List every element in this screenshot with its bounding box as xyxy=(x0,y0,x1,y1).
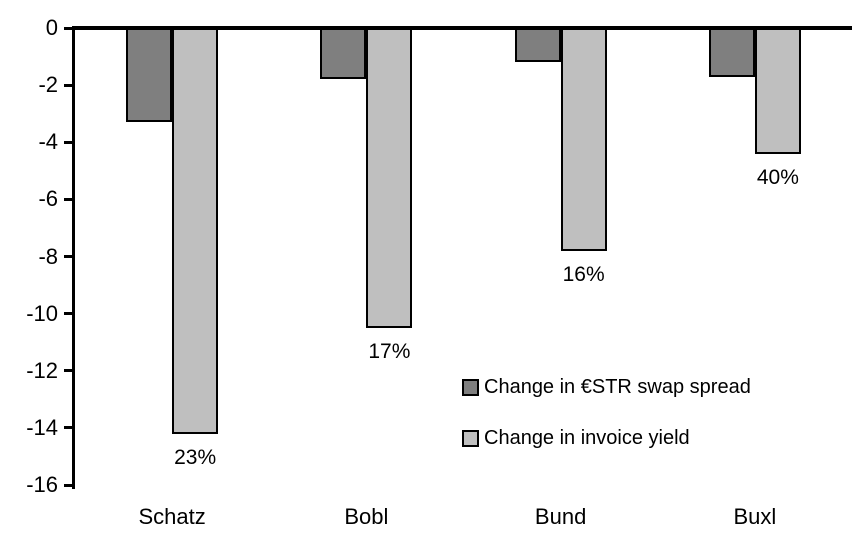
bar-invoice-yield-schatz xyxy=(172,28,219,434)
legend-marker-swap-spread xyxy=(462,378,479,396)
legend-marker-invoice-yield xyxy=(462,429,479,447)
x-category-label-bobl: Bobl xyxy=(344,504,389,529)
y-tick-mark xyxy=(64,140,75,144)
legend-label-swap-spread: Change in €STR swap spread xyxy=(484,376,751,398)
bar-invoice-yield-bobl xyxy=(366,28,413,328)
legend-label-invoice-yield: Change in invoice yield xyxy=(484,427,690,449)
y-tick-mark xyxy=(64,26,75,30)
bar-invoice-yield-buxl xyxy=(754,28,801,154)
x-category-label-buxl: Buxl xyxy=(733,504,777,529)
bar-swap-spread-buxl xyxy=(708,28,755,77)
y-tick-label: -16 xyxy=(26,472,58,497)
y-tick-mark xyxy=(64,369,75,373)
y-tick-label: -10 xyxy=(26,300,58,326)
x-category-label-bund: Bund xyxy=(534,504,587,529)
y-tick-label: -4 xyxy=(38,129,58,155)
y-tick-mark xyxy=(64,483,75,487)
y-tick-mark xyxy=(64,255,75,258)
bar-invoice-yield-bund xyxy=(560,28,607,251)
bar-value-label-schatz: 23% xyxy=(174,445,217,469)
bar-swap-spread-bobl xyxy=(320,28,367,80)
y-tick-label: 0 xyxy=(45,15,58,40)
y-tick-label: -8 xyxy=(38,243,58,269)
legend-item-invoice-yield: Change in invoice yield xyxy=(462,426,751,450)
bar-value-label-buxl: 40% xyxy=(756,165,799,189)
legend-item-swap-spread: Change in €STR swap spread xyxy=(462,375,751,399)
bar-value-label-bobl: 17% xyxy=(368,339,411,363)
x-category-label-schatz: Schatz xyxy=(138,504,206,529)
bar-swap-spread-bund xyxy=(514,28,561,63)
bar-swap-spread-schatz xyxy=(126,28,173,123)
legend: Change in €STR swap spread Change in inv… xyxy=(462,375,751,477)
y-tick-mark xyxy=(64,197,75,201)
bar-value-label-bund: 16% xyxy=(562,262,605,286)
x-axis-line xyxy=(72,26,852,30)
y-tick-label: -14 xyxy=(26,414,58,440)
y-tick-label: -2 xyxy=(38,72,58,98)
y-tick-mark xyxy=(64,426,75,430)
y-tick-label: -6 xyxy=(38,186,58,212)
y-tick-mark xyxy=(64,83,75,87)
y-tick-label: -12 xyxy=(26,357,58,383)
y-tick-mark xyxy=(64,312,75,316)
